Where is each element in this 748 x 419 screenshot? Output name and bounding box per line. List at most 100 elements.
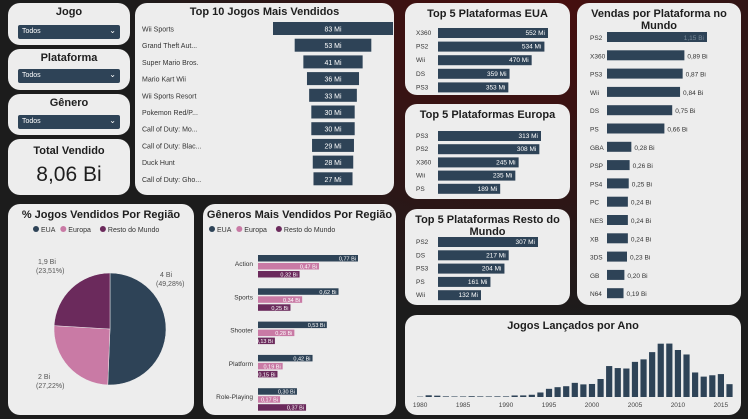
data-label: 161 Mi [468, 279, 488, 286]
card-title: Top 5 Plataformas EUA [427, 8, 548, 20]
tick-label: 1990 [499, 402, 514, 409]
card-vendas-plataforma: Vendas por Plataforma no Mundo PS2 1,15 B… [577, 3, 741, 305]
bar [537, 392, 544, 397]
chevron-down-icon: ⌄ [109, 70, 116, 79]
data-label: 28 Mi [324, 160, 342, 167]
bar [580, 384, 587, 397]
bar [438, 68, 510, 79]
slicer-jogo: Jogo Todos ⌄ [8, 3, 130, 45]
bar [623, 368, 630, 397]
bar [631, 361, 639, 397]
data-label: 245 Mi [496, 159, 516, 166]
legend-marker [99, 226, 106, 232]
bar [607, 215, 628, 225]
bar [666, 343, 673, 397]
tick-label: 2000 [585, 402, 600, 409]
data-label: 0,23 Bi [630, 255, 650, 262]
legend-marker [236, 226, 243, 232]
lancados-ano-chart: 1980 1985 1990 1995 2000 2005 2010 2015 [413, 343, 733, 409]
data-label: 4 Bi [160, 272, 173, 279]
category-label: Mario Kart Wii [142, 77, 186, 84]
slicer-plataforma: Plataforma Todos ⌄ [8, 49, 130, 90]
legend-marker [33, 226, 39, 232]
bar [607, 141, 632, 152]
bar [258, 296, 303, 303]
category-label: PS3 [416, 84, 429, 91]
bar [459, 396, 467, 397]
bar [438, 157, 519, 168]
bar [438, 144, 540, 155]
category-label: Wii [416, 173, 425, 180]
data-label: 0,24 Bi [631, 200, 651, 207]
data-label: 308 Mi [517, 146, 537, 153]
category-label: Sports [234, 294, 254, 301]
category-label: Wii [416, 292, 425, 299]
bar [438, 131, 541, 141]
bar [294, 38, 372, 52]
bar [700, 376, 707, 397]
jogo-dropdown[interactable]: Todos ⌄ [18, 25, 120, 39]
category-label: Pokemon Red/P... [142, 110, 198, 117]
bar [607, 105, 673, 116]
top5-resto-chart: PS2 307 Mi DS 217 Mi PS3 204 Mi PS 161 Mi Wii 132… [416, 237, 538, 301]
data-label: 0,37 Bi [287, 406, 304, 412]
genero-dropdown-value: Todos [22, 118, 41, 125]
kpi-title: Total Vendido [33, 145, 105, 157]
bar [607, 86, 681, 97]
bar [657, 343, 664, 397]
bar [528, 394, 535, 397]
category-label: XB [590, 236, 599, 243]
data-label: 0,25 Bi [632, 181, 652, 188]
chevron-down-icon: ⌄ [109, 26, 116, 35]
data-label: 0,24 Bi [631, 218, 651, 225]
genero-dropdown[interactable]: Todos ⌄ [18, 115, 120, 129]
category-label: Wii Sports Resort [142, 93, 197, 100]
kpi-value: 8,06 Bi [36, 163, 102, 186]
chevron-down-icon: ⌄ [109, 116, 116, 125]
category-label: GBA [590, 145, 604, 152]
category-label: PS2 [416, 239, 429, 246]
generos-chart: EUA Europa Resto do Mundo Action 0,77 Bi 0,47… [209, 226, 358, 412]
category-label: Super Mario Bros. [142, 60, 198, 67]
data-label: 1,15 Bi [684, 35, 704, 42]
data-label: 534 Mi [522, 44, 542, 51]
bar [258, 354, 313, 362]
category-label: GB [590, 273, 599, 280]
bar [709, 375, 716, 397]
card-top5-eua: Top 5 Plataformas EUA X360 552 Mi PS2 534 M… [405, 3, 570, 95]
slicer-plataforma-title: Plataforma [40, 52, 98, 64]
bar [258, 304, 291, 311]
data-label: 0,84 Bi [683, 90, 703, 97]
bar [438, 41, 545, 52]
bar [614, 368, 621, 397]
vendas-plataforma-chart: PS2 1,15 Bi X360 0,89 Bi PS3 0,87 Bi Wii 0,84 B… [590, 32, 708, 299]
legend-label: Resto do Mundo [108, 227, 159, 234]
plataforma-dropdown[interactable]: Todos ⌄ [18, 69, 120, 83]
card-title: Top 10 Jogos Mais Vendidos [189, 6, 340, 18]
data-label: (23,51%) [36, 268, 64, 275]
data-label: 217 Mi [486, 252, 506, 259]
category-label: PS2 [590, 35, 603, 42]
bar [607, 233, 628, 244]
legend-label: Europa [68, 227, 91, 234]
bar [607, 68, 683, 79]
data-label: 33 Mi [324, 93, 342, 100]
category-label: Platform [229, 361, 253, 368]
legend-label: EUA [41, 227, 56, 234]
bar [597, 379, 604, 397]
data-label: 470 Mi [509, 57, 529, 64]
bar [502, 396, 510, 397]
slicer-jogo-title: Jogo [55, 6, 83, 18]
category-label: Role-Playing [216, 394, 253, 401]
bar [273, 22, 393, 35]
tick-label: 2005 [628, 402, 643, 409]
card-title: Top 5 Plataformas Europa [419, 109, 556, 121]
bar [303, 55, 363, 69]
bar [438, 250, 509, 261]
tick-label: 1985 [456, 402, 471, 409]
legend-marker [209, 226, 215, 232]
bar [607, 32, 707, 42]
bar [258, 329, 295, 337]
card-title: Vendas por Plataforma no Mundo [591, 8, 727, 32]
bar [258, 362, 283, 370]
